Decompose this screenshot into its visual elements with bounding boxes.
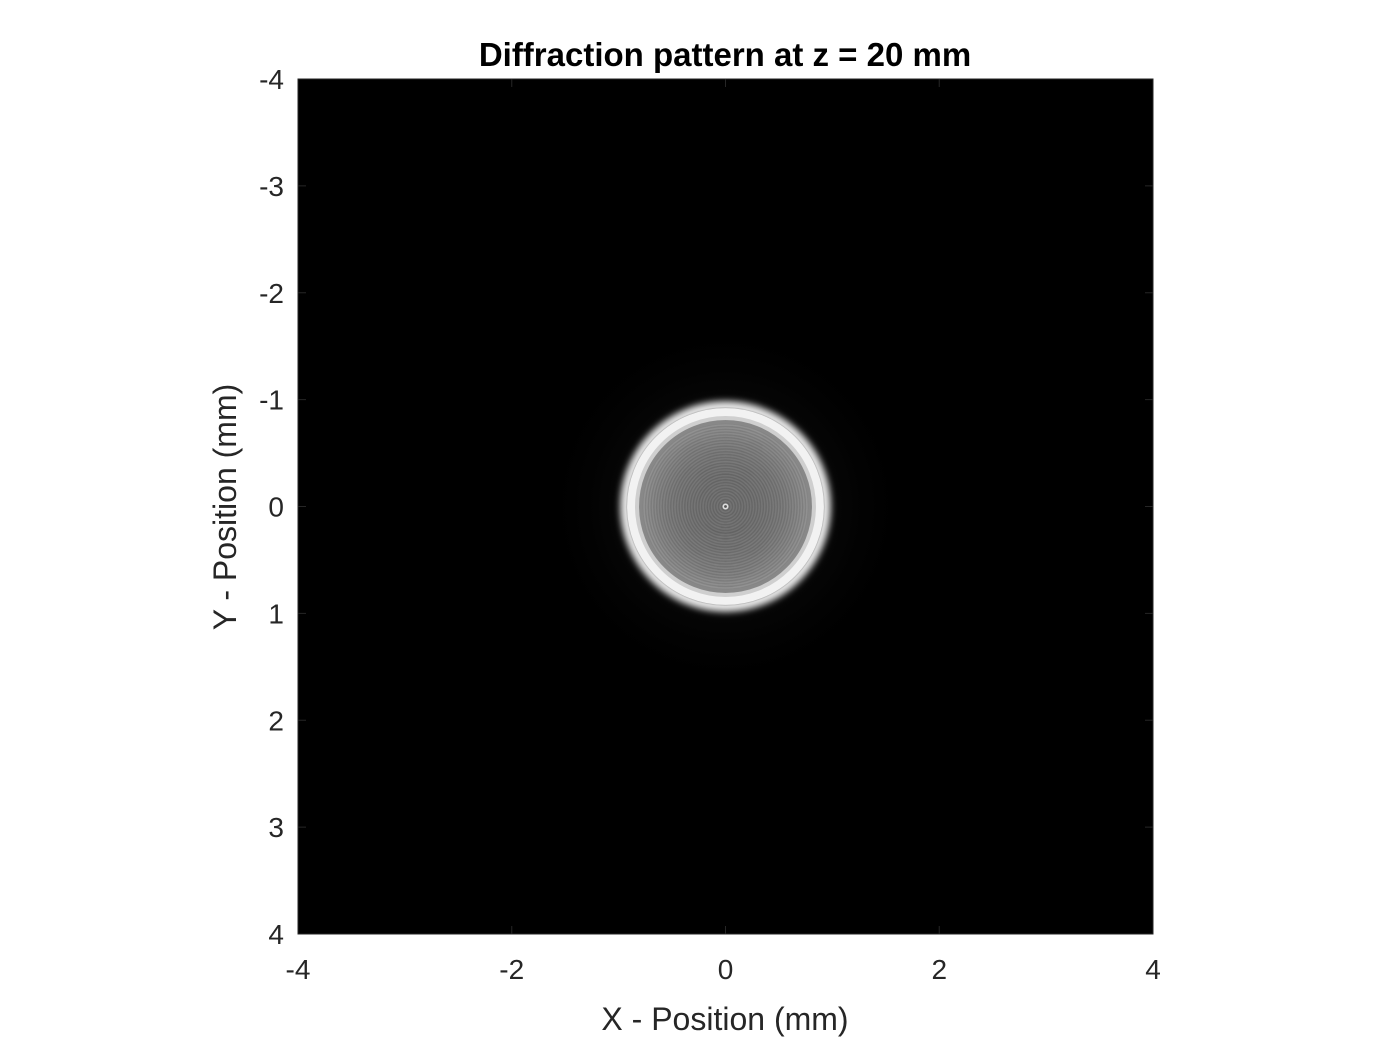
y-tick-label: 4 <box>268 919 284 950</box>
fringe-ring <box>702 483 749 530</box>
y-tick-label: -1 <box>259 385 284 416</box>
y-tick-label: 0 <box>268 492 284 523</box>
fringe-ring <box>660 441 791 572</box>
y-tick-label: 3 <box>268 812 284 843</box>
fringe-ring <box>641 422 810 591</box>
x-tick-label: -2 <box>499 954 524 985</box>
fringe-ring <box>705 486 746 527</box>
fringe-ring <box>716 497 735 516</box>
fringe-ring <box>651 432 800 581</box>
central-dot <box>724 505 727 508</box>
fringe-ring <box>677 458 774 555</box>
x-tick-label: 0 <box>718 954 734 985</box>
fringe-ring <box>700 481 751 532</box>
fringe-ring <box>688 469 763 544</box>
y-tick-label: 2 <box>268 705 284 736</box>
fringe-ring <box>710 491 741 522</box>
fringe-ring <box>686 467 765 546</box>
fringe-ring <box>665 446 786 567</box>
fringe-ring <box>667 448 784 565</box>
fringe-ring <box>681 462 770 551</box>
fringe-ring <box>654 435 797 578</box>
fringe-ring <box>696 477 755 536</box>
fringe-ring <box>699 480 752 533</box>
fringe-ring <box>682 463 769 550</box>
fringe-ring <box>661 442 790 571</box>
fringe-ring <box>693 474 758 539</box>
fringe-ring <box>668 449 783 564</box>
fringe-ring <box>713 494 738 519</box>
chart-title: Diffraction pattern at z = 20 mm <box>479 36 971 73</box>
fringe-ring <box>706 487 745 526</box>
fringe-ring <box>719 500 732 513</box>
fringe-ring <box>649 430 802 583</box>
fringe-ring <box>650 431 801 582</box>
fringe-ring <box>720 501 731 512</box>
fringe-ring <box>644 425 807 588</box>
plot-area <box>297 78 1154 935</box>
y-tick-label: -4 <box>259 64 284 95</box>
y-tick-label: -3 <box>259 171 284 202</box>
x-tick-label: 2 <box>931 954 947 985</box>
fringe-ring <box>708 489 743 524</box>
x-axis-label: X - Position (mm) <box>601 1001 848 1037</box>
fringe-ring <box>670 451 781 562</box>
fringe-ring <box>678 459 773 554</box>
fringe-ring <box>653 434 798 579</box>
fringe-ring <box>703 484 748 529</box>
fringe-ring <box>685 466 766 547</box>
y-axis-label: Y - Position (mm) <box>207 384 243 631</box>
x-tick-label: -4 <box>286 954 311 985</box>
fringe-ring <box>715 496 736 517</box>
fringe-ring <box>695 476 756 537</box>
fringe-ring <box>647 428 804 585</box>
fringe-ring <box>692 473 759 540</box>
fringe-ring <box>657 438 794 575</box>
fringe-ring <box>664 445 787 568</box>
fringe-ring <box>712 493 739 520</box>
fringe-ring <box>698 479 753 534</box>
fringe-ring <box>671 452 780 561</box>
x-axis: -4 -2 0 2 4 <box>286 79 1161 985</box>
inner-edge-ring <box>635 416 816 597</box>
y-tick-label: -2 <box>259 278 284 309</box>
fringe-ring <box>643 424 808 589</box>
inner-dark-ring <box>639 420 812 593</box>
fringe-ring <box>717 498 734 515</box>
fringe-ring <box>646 427 805 586</box>
diffraction-pattern <box>538 319 913 694</box>
fringe-ring <box>675 456 776 557</box>
fringe-ring <box>656 437 795 576</box>
y-axis: -4 -3 -2 -1 0 1 2 3 4 <box>259 64 1153 950</box>
fringe-ring <box>691 472 760 541</box>
x-tick-label: 4 <box>1145 954 1161 985</box>
fringe-ring <box>658 439 793 574</box>
fringe-ring <box>672 453 779 560</box>
fringe-ring <box>689 470 762 543</box>
y-tick-label: 1 <box>268 598 284 629</box>
fringe-ring <box>674 455 777 558</box>
fringe-ring <box>679 460 772 553</box>
edge-ring <box>627 408 824 605</box>
fringe-ring <box>709 490 742 523</box>
fringe-ring <box>684 465 767 548</box>
fringe-ring <box>663 444 788 569</box>
